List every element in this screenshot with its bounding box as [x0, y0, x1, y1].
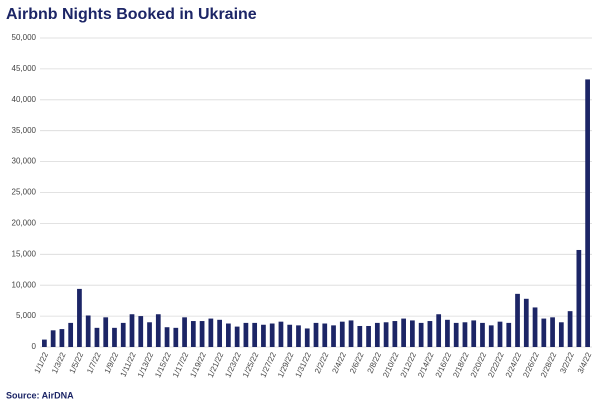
bar: [515, 293, 520, 347]
bar: [217, 319, 222, 347]
bar: [532, 307, 538, 347]
bar: [506, 322, 512, 347]
bar: [401, 318, 406, 347]
x-tick-label: 1/7/22: [85, 350, 103, 374]
bar: [304, 328, 310, 347]
bar: [138, 316, 144, 347]
bar: [576, 249, 582, 347]
chart-title: Airbnb Nights Booked in Ukraine: [6, 6, 257, 23]
x-tick-label: 2/8/22: [365, 350, 383, 374]
bar: [226, 323, 231, 347]
y-tick-label: 5,000: [16, 311, 37, 320]
bar: [50, 330, 56, 347]
x-tick-label: 1/9/22: [103, 350, 121, 374]
bar: [558, 322, 564, 347]
bar: [155, 314, 161, 347]
bar: [331, 325, 336, 347]
y-tick-label: 15,000: [12, 249, 37, 258]
x-tick-label: 3/2/22: [558, 350, 576, 374]
bar: [173, 327, 179, 347]
bar: [112, 327, 117, 347]
x-tick-label: 1/11/22: [119, 350, 138, 378]
bar: [453, 322, 459, 347]
bar: [410, 320, 415, 347]
bar: [366, 325, 371, 347]
bar: [85, 315, 91, 347]
bar: [427, 321, 433, 347]
bar: [339, 321, 345, 347]
bar: [120, 322, 126, 347]
x-tick-label: 1/1/22: [33, 350, 51, 374]
bar: [261, 324, 266, 347]
bar: [129, 314, 135, 347]
y-tick-label: 50,000: [12, 33, 37, 42]
bar: [208, 318, 214, 347]
bar: [523, 298, 529, 347]
bar: [541, 318, 547, 347]
y-tick-label: 0: [32, 342, 37, 351]
bar: [287, 324, 293, 347]
bar: [252, 322, 258, 347]
y-tick-label: 30,000: [12, 157, 37, 166]
bar: [68, 322, 74, 347]
bar: [103, 317, 109, 347]
bar: [357, 325, 363, 347]
x-tick-label: 2/6/22: [348, 350, 366, 374]
bar: [234, 326, 240, 347]
bar: [42, 339, 47, 347]
bar: [445, 319, 450, 347]
x-tick-label: 2/28/22: [539, 350, 559, 378]
bar: [480, 322, 485, 347]
bar: [278, 321, 284, 347]
bar: [296, 325, 301, 347]
bar: [147, 322, 152, 347]
bar: [313, 322, 319, 347]
bar: [436, 314, 442, 347]
x-tick-label: 1/31/22: [294, 350, 314, 378]
x-tick-label: 1/5/22: [68, 350, 86, 374]
bar: [550, 317, 555, 347]
x-tick-label: 1/3/22: [50, 350, 68, 374]
x-tick-label: 2/2/22: [313, 350, 331, 374]
bar: [164, 327, 170, 347]
bar: [59, 329, 65, 347]
x-tick-label: 2/4/22: [330, 350, 348, 374]
bar: [497, 321, 503, 347]
bar: [567, 311, 573, 347]
bar: [374, 322, 380, 347]
bar: [585, 79, 590, 347]
bar: [462, 322, 468, 347]
bar: [77, 288, 82, 347]
bar: [392, 321, 398, 347]
y-tick-label: 10,000: [12, 280, 37, 289]
bar: [383, 322, 389, 347]
y-tick-label: 35,000: [12, 126, 37, 135]
bar: [471, 320, 477, 347]
source: Source: AirDNA: [6, 390, 74, 400]
bar: [243, 322, 249, 347]
bar: [94, 327, 100, 347]
bar: [322, 323, 328, 347]
y-tick-label: 40,000: [12, 95, 37, 104]
y-tick-label: 20,000: [12, 219, 37, 228]
bar: [199, 321, 205, 347]
y-tick-label: 25,000: [12, 188, 37, 197]
bar: [488, 325, 494, 347]
x-tick-label: 3/4/22: [576, 350, 594, 374]
bar: [269, 323, 275, 347]
bar: [182, 317, 187, 347]
bar: [418, 322, 424, 347]
bar: [348, 320, 354, 347]
bar: [190, 321, 196, 347]
y-tick-label: 45,000: [12, 64, 37, 73]
